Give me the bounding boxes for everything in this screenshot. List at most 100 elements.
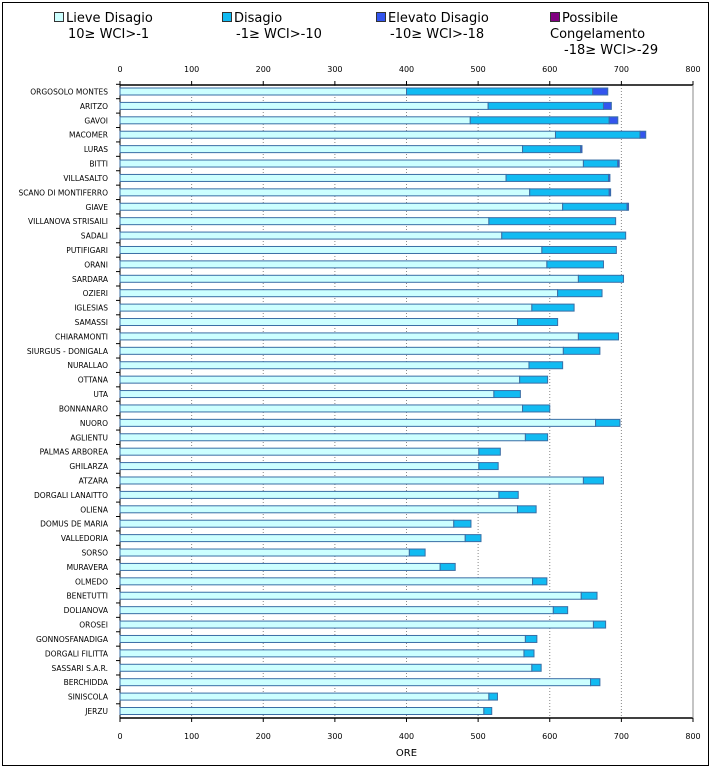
bar-segment-lieve-disagio (119, 447, 480, 456)
bar-segment-lieve-disagio (119, 101, 489, 110)
y-category-label: ORANI (84, 260, 108, 269)
bar-segment-disagio (531, 303, 575, 312)
bar-segment-lieve-disagio (119, 217, 490, 226)
bar-segment-lieve-disagio (119, 692, 490, 701)
y-category-label: OZIERI (83, 289, 108, 298)
bar-segment-disagio (501, 231, 627, 240)
bar-segment-disagio (552, 606, 569, 615)
y-category-label: DOMUS DE MARIA (40, 520, 109, 529)
y-category-label: VALLEDORIA (61, 534, 109, 543)
legend-range: -10≥ WCI>-18 (390, 27, 485, 42)
y-category-label: SADALI (81, 232, 108, 241)
bar-segment-disagio (592, 620, 607, 629)
bar-segment-lieve-disagio (119, 173, 507, 182)
bar-segment-disagio (554, 130, 641, 139)
bar-segment-disagio (580, 591, 598, 600)
y-category-label: GAVOI (84, 116, 108, 125)
bar-segment-disagio (546, 260, 604, 269)
y-category-label: DORGALI LANAITTO (34, 491, 108, 500)
bar-segment-disagio (522, 145, 582, 154)
y-category-label: BONNANARO (59, 404, 108, 413)
bar-segment-lieve-disagio (119, 202, 564, 211)
y-category-label: SCANO DI MONTIFERRO (18, 188, 108, 197)
y-category-label: ORGOSOLO MONTES (30, 88, 108, 97)
bar-segment-disagio (562, 202, 628, 211)
y-category-label: PUTIFIGARI (66, 246, 108, 255)
bar-segment-lieve-disagio (119, 318, 519, 327)
y-category-label: DOLIANOVA (64, 606, 109, 615)
bar-segment-lieve-disagio (119, 332, 579, 341)
bar-segment-disagio (487, 101, 604, 110)
bar-segment-disagio (483, 707, 493, 715)
bar-segment-disagio (529, 188, 610, 197)
bar-segment-lieve-disagio (119, 577, 534, 586)
y-category-label: VILLASALTO (63, 174, 108, 183)
bar-segment-disagio (528, 361, 564, 370)
bar-segment-lieve-disagio (119, 649, 525, 658)
legend-label: Elevato Disagio (388, 11, 489, 26)
bar-segment-disagio (562, 346, 601, 355)
bar-segment-elevato-disagio (608, 188, 612, 197)
x-tick-label-top: 300 (327, 65, 342, 74)
y-category-label: BENETUTTI (66, 592, 108, 601)
y-category-label: BERCHIDDA (64, 678, 109, 687)
x-tick-label-bottom: 600 (542, 732, 557, 741)
y-category-label: UTA (93, 390, 108, 399)
y-category-label: BITTI (89, 160, 108, 169)
bar-segment-lieve-disagio (119, 274, 579, 283)
y-category-label: SIURGUS - DONIGALA (27, 347, 109, 356)
bar-segment-lieve-disagio (119, 303, 533, 312)
legend-item-possibile-congelamento: Possibile Congelamento -18≥ WCI>-29 (550, 11, 680, 59)
y-category-label: GHILARZA (69, 462, 108, 471)
bar-segment-disagio (464, 534, 482, 543)
y-category-label: SARDARA (72, 275, 109, 284)
x-tick-label-bottom: 100 (184, 732, 199, 741)
bar-segment-disagio (505, 173, 609, 182)
y-category-label: GONNOSFANADIGA (36, 635, 109, 644)
bar-segment-disagio (439, 562, 456, 571)
legend-range: -1≥ WCI>-10 (236, 27, 322, 42)
bar-segment-disagio (478, 447, 501, 456)
bar-segment-elevato-disagio (602, 101, 612, 110)
bar-segment-disagio (523, 649, 535, 658)
bar-segment-lieve-disagio (119, 116, 471, 125)
y-category-label: IGLESIAS (74, 304, 108, 313)
x-tick-label-top: 100 (184, 65, 199, 74)
bar-segment-lieve-disagio (119, 462, 480, 471)
y-category-label: OROSEI (79, 621, 108, 630)
bar-segment-lieve-disagio (119, 707, 485, 715)
bar-segment-elevato-disagio (626, 202, 630, 211)
y-category-label: LURAS (84, 145, 108, 154)
bar-segment-disagio (590, 678, 601, 687)
bar-segment-lieve-disagio (119, 663, 533, 672)
legend-label: Possibile Congelamento (550, 11, 646, 42)
bar-segment-disagio (478, 462, 499, 471)
bar-segment-lieve-disagio (119, 562, 441, 571)
bar-segment-disagio (517, 505, 537, 514)
y-category-label: JERZU (84, 707, 108, 716)
bar-segment-lieve-disagio (119, 130, 556, 139)
legend-swatch (54, 12, 64, 22)
bar-segment-disagio (493, 390, 521, 399)
bar-segment-lieve-disagio (119, 620, 594, 629)
x-tick-label-top: 400 (399, 65, 414, 74)
y-category-label: SORSO (81, 549, 108, 558)
legend-label: Lieve Disagio (66, 11, 153, 26)
x-tick-label-bottom: 300 (327, 732, 342, 741)
bar-segment-disagio (577, 332, 620, 341)
x-tick-label-bottom: 0 (117, 732, 122, 741)
x-tick-label-top: 700 (614, 65, 629, 74)
y-category-label: ATZARA (79, 476, 109, 485)
x-tick-label-top: 0 (117, 65, 122, 74)
bar-segment-disagio (531, 663, 542, 672)
bar-segment-disagio (408, 548, 426, 557)
bar-segment-lieve-disagio (119, 490, 500, 499)
x-tick-label-bottom: 400 (399, 732, 414, 741)
bar-segment-disagio (519, 375, 549, 384)
x-tick-label-top: 800 (685, 65, 700, 74)
legend-swatch (376, 12, 386, 22)
bar-segment-disagio (582, 476, 604, 485)
bar-segment-lieve-disagio (119, 519, 455, 528)
